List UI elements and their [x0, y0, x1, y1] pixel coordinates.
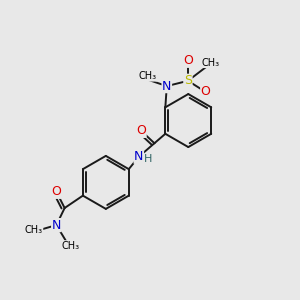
Text: N: N — [162, 80, 172, 93]
Text: S: S — [184, 74, 192, 87]
Text: CH₃: CH₃ — [202, 58, 220, 68]
Text: H: H — [144, 154, 152, 164]
Text: CH₃: CH₃ — [61, 241, 79, 251]
Text: O: O — [201, 85, 211, 98]
Text: N: N — [134, 150, 143, 163]
Text: O: O — [136, 124, 146, 137]
Text: N: N — [52, 219, 61, 232]
Text: CH₃: CH₃ — [25, 225, 43, 236]
Text: CH₃: CH₃ — [139, 71, 157, 81]
Text: O: O — [183, 54, 193, 67]
Text: O: O — [51, 185, 61, 198]
